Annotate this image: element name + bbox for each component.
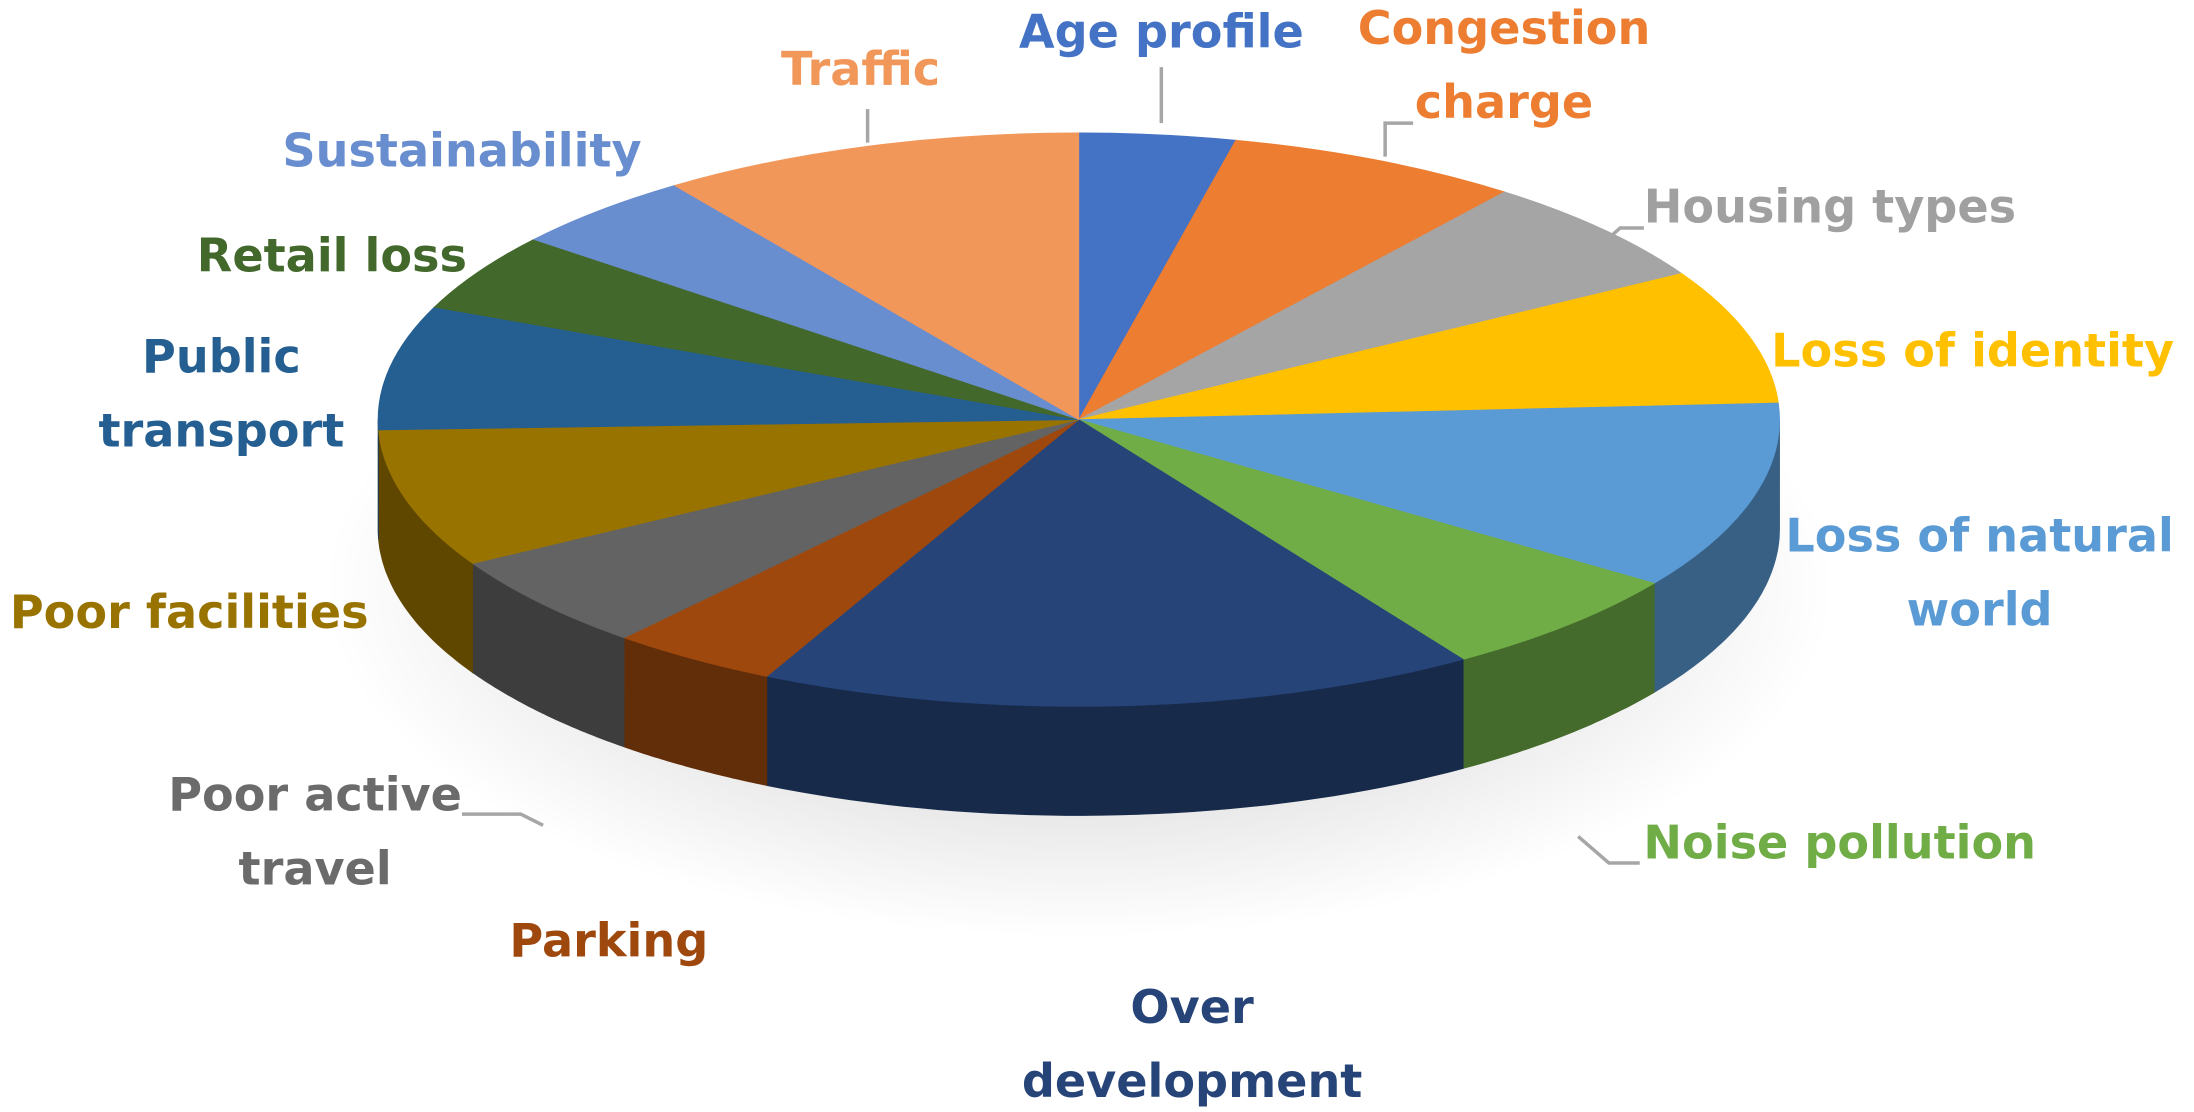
- slice: [766, 419, 1465, 707]
- slice-label: Poor active travel: [168, 767, 462, 895]
- leader-line: [1604, 226, 1644, 242]
- slice-label: Public transport: [98, 329, 344, 457]
- slice: [532, 185, 1079, 420]
- slice-label: Loss of natural world: [1785, 508, 2174, 636]
- slice-label: Retail loss: [197, 228, 467, 282]
- leader-line: [461, 812, 544, 827]
- pie-sides: [377, 419, 1780, 816]
- leader-line: [1383, 121, 1414, 157]
- slice-label: Congestion charge: [1358, 0, 1651, 128]
- slice: [377, 306, 1079, 431]
- slice: [1077, 139, 1506, 421]
- slice: [378, 419, 1079, 564]
- slice: [1078, 273, 1779, 420]
- slice-label: Noise pollution: [1643, 816, 2036, 870]
- slice: [1078, 402, 1780, 584]
- slice-label: Poor facilities: [10, 585, 369, 639]
- slice-label: Over development: [1022, 979, 1363, 1107]
- slice: [433, 239, 1079, 420]
- slice-label: Housing types: [1644, 179, 2016, 233]
- slice-label: Sustainability: [282, 123, 641, 177]
- slice-label: Loss of identity: [1771, 323, 2174, 377]
- slice: [1078, 419, 1656, 660]
- labels: Age profile Congestion charge Housing types…: [10, 0, 2174, 1107]
- slice-label: Parking: [509, 914, 708, 968]
- slice-label: Traffic: [781, 42, 940, 96]
- leader-line: [1577, 835, 1640, 865]
- slice-label: Age profile: [1019, 4, 1304, 58]
- slice: [471, 419, 1079, 639]
- pie-tops: [377, 132, 1780, 707]
- slice: [673, 132, 1080, 421]
- slice: [1078, 191, 1683, 420]
